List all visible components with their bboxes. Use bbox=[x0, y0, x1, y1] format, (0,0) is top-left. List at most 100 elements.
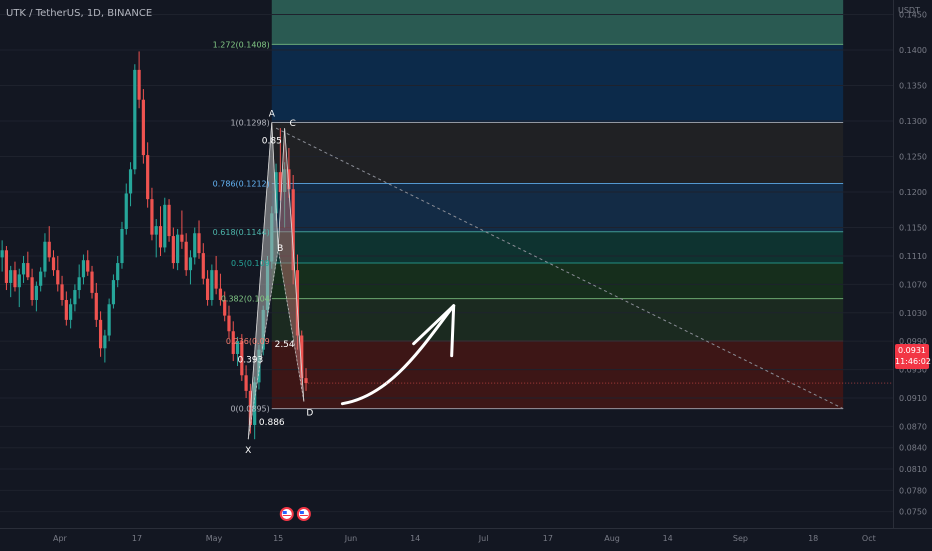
candle-body bbox=[21, 263, 26, 275]
price-tick-label: 0.1110 bbox=[899, 252, 927, 261]
time-tick-label: Apr bbox=[53, 534, 68, 543]
candle bbox=[283, 162, 287, 228]
candle bbox=[34, 281, 38, 312]
candle-body bbox=[77, 277, 81, 291]
candle bbox=[86, 250, 90, 276]
price-axis[interactable]: 0.1450 0.1400 0.1350 0.1300 0.1250 0.1200 0.11… bbox=[308, 10, 927, 517]
price-tick-label: 0.0910 bbox=[899, 394, 927, 403]
candle bbox=[116, 255, 120, 288]
candle-body bbox=[98, 319, 103, 349]
candle bbox=[128, 162, 133, 207]
candle-body bbox=[210, 270, 214, 300]
candle bbox=[26, 251, 30, 281]
fib-retracement[interactable] bbox=[271, 0, 844, 410]
grid bbox=[0, 13, 893, 513]
candle-body bbox=[39, 271, 43, 286]
candle-body bbox=[163, 204, 167, 248]
bar-countdown: 11:46:02 bbox=[895, 357, 931, 366]
arrow-head bbox=[412, 304, 456, 358]
pattern-xb-line bbox=[247, 248, 279, 440]
candle bbox=[158, 206, 163, 256]
candle bbox=[180, 210, 184, 249]
candle-body bbox=[17, 274, 21, 288]
time-tick-label: 18 bbox=[808, 534, 818, 543]
candle-body bbox=[103, 335, 107, 349]
candle-body bbox=[214, 270, 218, 289]
candle bbox=[4, 246, 9, 291]
symbol-title[interactable]: UTK / TetherUS, 1D, BINANCE bbox=[6, 8, 153, 19]
candle bbox=[77, 264, 81, 299]
candle-body bbox=[128, 169, 133, 194]
event-flag-icon[interactable] bbox=[279, 507, 294, 521]
candle-body bbox=[167, 204, 171, 237]
candle bbox=[98, 311, 103, 357]
fib-zone bbox=[271, 44, 844, 123]
candle bbox=[39, 267, 43, 292]
harmonic-pattern[interactable]: X A B C D 0.393 0.85 2.54 0.886 bbox=[237, 109, 313, 456]
candle-body bbox=[56, 270, 60, 285]
candle-body bbox=[283, 169, 287, 193]
candle-body bbox=[13, 270, 17, 288]
candle bbox=[240, 334, 244, 381]
candle-body bbox=[180, 234, 184, 242]
price-tick-label: 0.0750 bbox=[899, 508, 927, 517]
pattern-point-label: X bbox=[245, 446, 251, 456]
candle-body bbox=[64, 299, 68, 320]
candle-body bbox=[253, 382, 257, 425]
candle-body bbox=[197, 233, 201, 254]
price-tick-label: 0.0870 bbox=[899, 422, 927, 431]
event-markers[interactable] bbox=[279, 507, 311, 521]
event-icon-canton bbox=[299, 511, 304, 514]
candle-body bbox=[47, 241, 51, 258]
price-tick-label: 0.1300 bbox=[899, 117, 927, 126]
fib-zone bbox=[271, 122, 844, 184]
candle-body bbox=[171, 236, 175, 264]
candle bbox=[81, 254, 86, 285]
fib-level-label: 0(0.0895) bbox=[230, 405, 269, 414]
pattern-ratio-label: 0.886 bbox=[259, 418, 285, 428]
candle-body bbox=[0, 250, 4, 258]
candle bbox=[235, 336, 240, 367]
candle bbox=[193, 227, 197, 265]
candle-body bbox=[291, 189, 295, 271]
candle bbox=[73, 284, 77, 312]
pattern-ratio-label: 2.54 bbox=[275, 340, 295, 350]
drawn-arrow[interactable] bbox=[340, 304, 456, 406]
fib-zone bbox=[271, 263, 844, 299]
candle-body bbox=[244, 375, 248, 391]
candle bbox=[137, 51, 141, 109]
time-axis[interactable]: Apr 17 May 15 Jun 14 Jul 17 Aug 14 Sep 18 Oct bbox=[53, 534, 876, 543]
candle-body bbox=[231, 331, 235, 354]
candle bbox=[124, 183, 128, 235]
candle-body bbox=[278, 172, 282, 193]
candle bbox=[103, 329, 107, 363]
candle bbox=[90, 265, 94, 299]
fib-level-label: 0.382(0.104 bbox=[221, 295, 270, 304]
candle-body bbox=[304, 378, 308, 384]
candle bbox=[107, 298, 111, 342]
candle bbox=[210, 264, 214, 306]
candle bbox=[141, 89, 145, 164]
candle bbox=[69, 298, 73, 329]
pattern-ratio-label: 0.85 bbox=[262, 137, 282, 147]
candle bbox=[60, 275, 64, 306]
candle-body bbox=[274, 172, 278, 214]
candle bbox=[150, 187, 154, 241]
candle bbox=[56, 255, 60, 292]
candle bbox=[231, 321, 235, 362]
pattern-point-label: A bbox=[269, 109, 276, 119]
candle bbox=[197, 220, 201, 259]
candle bbox=[291, 174, 295, 285]
fib-zone-top bbox=[271, 0, 844, 45]
candle-body bbox=[116, 263, 120, 281]
event-flag-icon[interactable] bbox=[296, 507, 311, 521]
price-tick-label: 0.0840 bbox=[899, 444, 927, 453]
candle bbox=[17, 268, 21, 308]
pattern-ratio-label: 0.393 bbox=[237, 355, 263, 365]
price-tick-label: 0.1200 bbox=[899, 188, 927, 197]
price-tick-label: 0.1400 bbox=[899, 46, 927, 55]
time-tick-label: May bbox=[206, 534, 223, 543]
candle bbox=[43, 233, 47, 278]
candle bbox=[133, 64, 137, 175]
